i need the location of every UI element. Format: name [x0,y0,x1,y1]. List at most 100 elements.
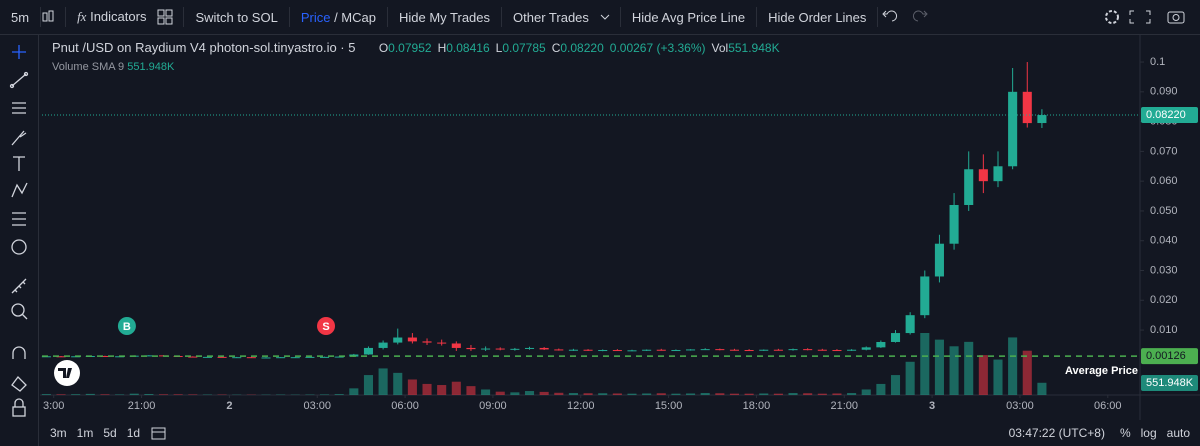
x-tick-label: 06:00 [1094,400,1122,412]
last-price-box [1141,107,1198,124]
volume-bar [773,393,783,395]
x-tick-label: 03:00 [303,400,331,412]
volume-bar [539,391,549,395]
volume-bar [817,393,827,395]
clock: 03:47:22 (UTC+8) [1008,426,1105,440]
candle-body [861,347,871,350]
hide-my-trades[interactable]: Hide My Trades [398,9,491,25]
volume-bar [744,393,754,395]
other-trades[interactable]: Other Trades [513,9,589,25]
y-tick-label: 0.070 [1150,145,1178,157]
candle-body [510,348,520,350]
candle-body [188,356,198,358]
ohlc-value: 0.07785 [502,41,546,55]
mcap: / MCap [334,9,376,25]
candle-body [686,349,696,351]
change: 0.00267 (+3.36%) [609,41,706,55]
trade-label: S [322,321,329,333]
volume-bar [671,393,681,395]
price-mcap[interactable]: Price / MCap [290,10,387,25]
candle-body [451,343,461,348]
candle-body [261,357,271,359]
volume-bar [568,393,578,395]
x-tick-label: 03:00 [1006,400,1034,412]
candle-body [524,347,535,349]
ohlc-value: 0.08220 [560,41,604,55]
switch-sol[interactable]: Switch to SOL [195,9,278,25]
layout-icon[interactable] [157,9,173,25]
range-button[interactable]: 3m [50,426,67,440]
volume-bar [41,394,51,395]
volume-value: 551.948K [127,61,175,73]
range-button[interactable]: 5d [103,426,117,440]
volume-bar [173,394,183,395]
candle-body [320,356,330,358]
candle-body [949,204,959,244]
candle-body [407,337,417,342]
y-tick-label: 0.010 [1150,324,1178,336]
volume-bar [56,394,66,395]
candle-body [422,341,432,343]
volume-bar [934,339,944,395]
candle-body [715,349,725,351]
candle-body [334,356,344,358]
y-tick-label: 0.1 [1150,56,1165,68]
vol-key: Vol [711,41,729,55]
ohlc-key: O [378,41,389,55]
scale-option[interactable]: auto [1166,426,1190,440]
candle-body [1008,91,1018,167]
calendar-icon[interactable] [150,425,168,441]
range-button[interactable]: 1d [126,426,141,440]
hide-order-lines[interactable]: Hide Order Lines [768,9,867,25]
volume-bar [1037,382,1047,395]
candle-body [612,350,622,352]
bottom-bar: 3m 1m 5d 1d 03:47:22 (UTC+8) % log auto [40,420,1200,446]
scale-option[interactable]: log [1140,426,1157,440]
candle-body [290,357,300,359]
volume-bar [905,361,915,395]
candle-body [832,350,842,352]
chevron [600,14,610,20]
volume-bar [334,394,344,395]
undo-redo[interactable] [878,9,938,25]
candle-icon[interactable] [41,9,55,25]
tool-icons[interactable] [0,35,38,446]
volume-bar [188,394,198,395]
candle-body [876,341,886,348]
indicators[interactable]: fx Indicators [77,9,147,24]
candle-body [539,347,549,350]
scale-option[interactable]: % [1119,426,1131,440]
candle-body [144,355,154,357]
volume-bar [686,393,696,395]
ohlc-value: 0.07952 [388,41,432,55]
volume-bar [759,393,769,395]
hide-avg-line[interactable]: Hide Avg Price Line [631,9,746,25]
volume-label: 551.948K [1146,377,1194,389]
candle-body [554,349,564,351]
ohlc: O0.07952 H0.08416 L0.07785 C0.08220 0.00267 … [373,41,780,55]
tv-logo-mark [58,368,72,378]
volume-bar [481,389,491,395]
drawing-tools [0,35,39,446]
candle-body [568,349,578,351]
settings-icons[interactable] [1102,7,1192,27]
candle-body [700,349,710,351]
range-button[interactable]: 1m [76,426,94,440]
volume-bar [598,393,608,395]
volume-bar [890,375,901,395]
volume-bar [144,394,154,395]
x-tick-label: 3 [929,400,935,412]
y-tick-label: 0.040 [1150,235,1178,247]
x-tick-label: 21:00 [128,400,156,412]
toolbar: 5m fx Indicators Switch to SOL Price / M… [0,0,1200,35]
chart-legend: Pnut /USD on Raydium V4 photon-sol.tinya… [52,40,780,73]
interval[interactable]: 5m [11,9,30,25]
candle-body [495,348,505,350]
ohlc-key: H [437,41,447,55]
y-tick-label: 0.030 [1150,264,1178,276]
candle-body [890,333,901,342]
candle-body [100,355,110,357]
volume-bar [129,393,139,395]
volume-legend: Volume SMA 9 551.948K [52,61,780,73]
trade-marker [117,317,136,335]
